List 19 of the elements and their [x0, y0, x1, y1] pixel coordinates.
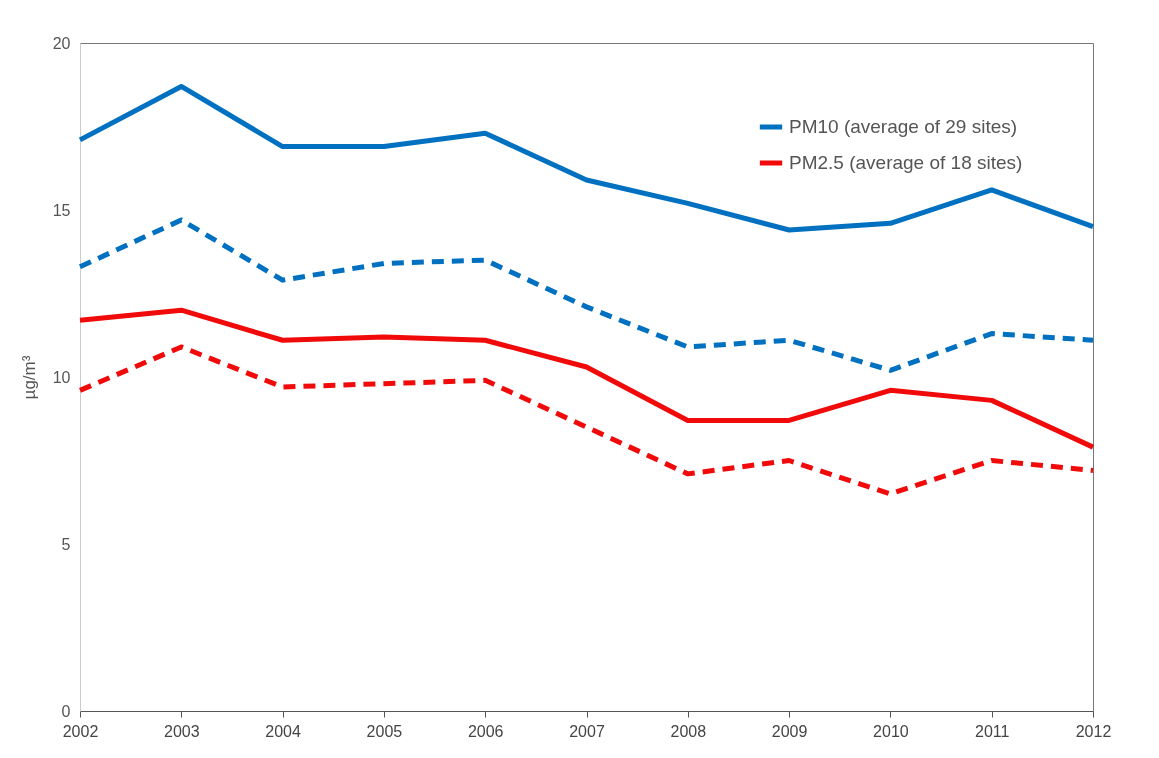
x-tick-label: 2004 [265, 722, 301, 740]
x-tick-label: 2011 [975, 722, 1010, 740]
x-tick-label: 2010 [873, 722, 909, 740]
x-tick-label: 2008 [670, 722, 707, 740]
x-tick-label: 2003 [164, 722, 200, 740]
x-tick-label: 2007 [569, 722, 605, 740]
x-tick-label: 2009 [771, 722, 808, 740]
legend-label: PM2.5 (average of 18 sites) [789, 152, 1023, 173]
legend-label: PM10 (average of 29 sites) [789, 116, 1018, 137]
x-tick-label: 2002 [62, 722, 99, 740]
y-tick-label: 10 [52, 368, 71, 386]
y-tick-label: 20 [52, 34, 71, 52]
x-tick-label: 2006 [467, 722, 504, 740]
y-tick-label: 0 [61, 702, 71, 720]
y-tick-label: 5 [61, 535, 71, 553]
y-tick-label: 15 [52, 201, 71, 219]
x-tick-label: 2012 [1075, 722, 1112, 740]
y-axis-title: µg/m³ [19, 355, 39, 400]
x-tick-label: 2005 [366, 722, 403, 740]
